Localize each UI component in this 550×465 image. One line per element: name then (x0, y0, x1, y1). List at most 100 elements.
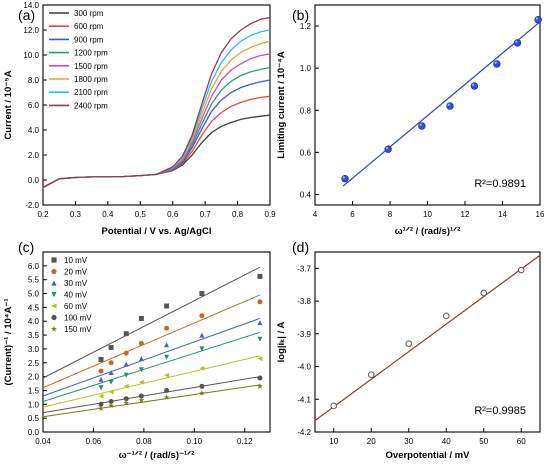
fit-line-60-mV (42, 355, 261, 408)
y-tick-label: -4.1 (297, 395, 311, 404)
y-tick-label: -4.2 (297, 428, 311, 437)
y-tick-label: 0.0 (28, 176, 40, 185)
y-tick-label: 0.8 (300, 106, 312, 115)
x-axis-label: Potential / V vs. Ag/AgCl (102, 226, 212, 237)
y-tick-label: -2.0 (25, 201, 39, 210)
panel-label: (c) (18, 239, 34, 255)
y-tick-label: 5.5 (28, 276, 40, 285)
data-point (108, 369, 114, 375)
data-point (470, 82, 479, 90)
legend-label: 150 mV (64, 325, 92, 334)
legend-label: 60 mV (64, 302, 88, 311)
legend-label: 2100 rpm (74, 88, 108, 97)
data-point (98, 376, 104, 382)
data-point (164, 303, 170, 309)
data-point (341, 174, 349, 183)
y-tick-label: 6.0 (28, 101, 40, 110)
data-point (108, 389, 114, 395)
legend-label: 20 mV (64, 268, 88, 277)
data-point (513, 39, 522, 47)
x-tick-label: 0.12 (237, 437, 253, 446)
x-tick-label: 12 (461, 210, 470, 219)
legend-label: 2400 rpm (74, 101, 108, 110)
legend-marker (51, 291, 57, 298)
y-axis-label: log|iₖ| / A (276, 322, 287, 363)
data-point (98, 385, 104, 391)
data-point (138, 315, 144, 321)
data-point (138, 356, 144, 362)
data-point (493, 60, 501, 68)
data-point-highlight (471, 83, 475, 87)
data-point (257, 375, 263, 381)
data-point (123, 396, 129, 402)
x-tick-label: 20 (367, 437, 376, 446)
data-point (199, 365, 205, 371)
y-tick-label: 1.5 (28, 386, 40, 395)
y-tick-label: 3.5 (28, 331, 40, 340)
x-tick-label: 0.2 (37, 210, 49, 219)
y-tick-label: 0.5 (28, 414, 40, 423)
plot-frame (42, 251, 271, 433)
y-tick-label: 0.6 (300, 148, 312, 157)
legend-label: 40 mV (64, 291, 88, 300)
y-tick-label: -4.0 (297, 363, 311, 372)
data-point (257, 383, 263, 389)
data-point (138, 393, 144, 399)
y-axis-label: (Current)⁻¹ / 10⁴A⁻¹ (3, 298, 14, 385)
data-point (257, 356, 263, 362)
y-tick-label: 6.0 (28, 262, 40, 271)
panel-d-tafel-plot: 10 20 30 40 50 60 -4.2 -4.1 -4.0 -3.9 -3.8 -3.7 Over… (276, 239, 541, 461)
x-tick-label: 0.8 (232, 210, 244, 219)
panel-a-lsv-curves: 0.2 0.3 0.4 0.5 0.6 0.7 0.8 0.9 -2.0 0.0 2.0 4.0 6.0… (3, 1, 276, 237)
legend-marker (51, 314, 57, 321)
data-point (384, 145, 392, 153)
y-tick-label: 4.0 (28, 126, 40, 135)
y-tick-label: 2.5 (28, 359, 40, 368)
x-axis-label: ω¹ᐟ² / (rad/s)¹ᐟ² (395, 226, 461, 237)
data-point (199, 332, 205, 338)
y-tick-label: 2.0 (28, 151, 40, 160)
y-tick-label: 8.0 (28, 76, 40, 85)
data-point (138, 379, 144, 385)
y-tick-label: -3.7 (297, 264, 311, 273)
plot-frame (314, 4, 541, 206)
fit-line (342, 21, 541, 187)
y-tick-label: 4.5 (28, 303, 40, 312)
fit-line-30-mV (42, 317, 261, 397)
data-point-highlight (447, 103, 450, 107)
panel-label: (a) (18, 7, 35, 23)
legend-label: 1200 rpm (74, 49, 108, 58)
data-point (123, 331, 129, 337)
legend-marker (51, 268, 57, 275)
fit-line-100-mV (42, 376, 260, 414)
legend-label: 100 mV (64, 314, 92, 323)
data-point-highlight (494, 61, 497, 64)
fit-line-10-mV (42, 266, 261, 379)
panel-b-levich-plot: 4 6 8 10 12 14 16 0.4 0.6 0.8 1.0 1.2 ω¹ᐟ² / (rad/s)… (276, 4, 545, 237)
legend-label: 10 mV (64, 256, 88, 265)
data-point (257, 299, 263, 305)
r-squared-annotation: R²=0.9985 (474, 405, 526, 417)
y-tick-label: 5.0 (28, 290, 40, 299)
data-point (534, 16, 542, 24)
legend-label: 900 rpm (74, 35, 104, 44)
legend-marker (51, 257, 57, 263)
x-tick-label: 16 (536, 210, 545, 219)
data-point (108, 345, 114, 351)
x-tick-label: 10 (423, 210, 432, 219)
x-tick-label: 14 (498, 210, 507, 219)
data-point-highlight (419, 123, 422, 127)
fit-line-20-mV (42, 294, 261, 389)
x-tick-label: 50 (479, 437, 488, 446)
plot-frame (314, 251, 541, 433)
fit-line-150-mV (42, 384, 260, 418)
data-point (199, 346, 205, 352)
data-point (138, 397, 145, 403)
data-point (123, 399, 130, 406)
data-point (257, 273, 263, 279)
legend-marker (51, 303, 57, 309)
legend-marker (51, 325, 57, 332)
data-point (98, 401, 104, 407)
data-point (163, 394, 170, 400)
x-tick-label: 0.9 (264, 210, 276, 219)
